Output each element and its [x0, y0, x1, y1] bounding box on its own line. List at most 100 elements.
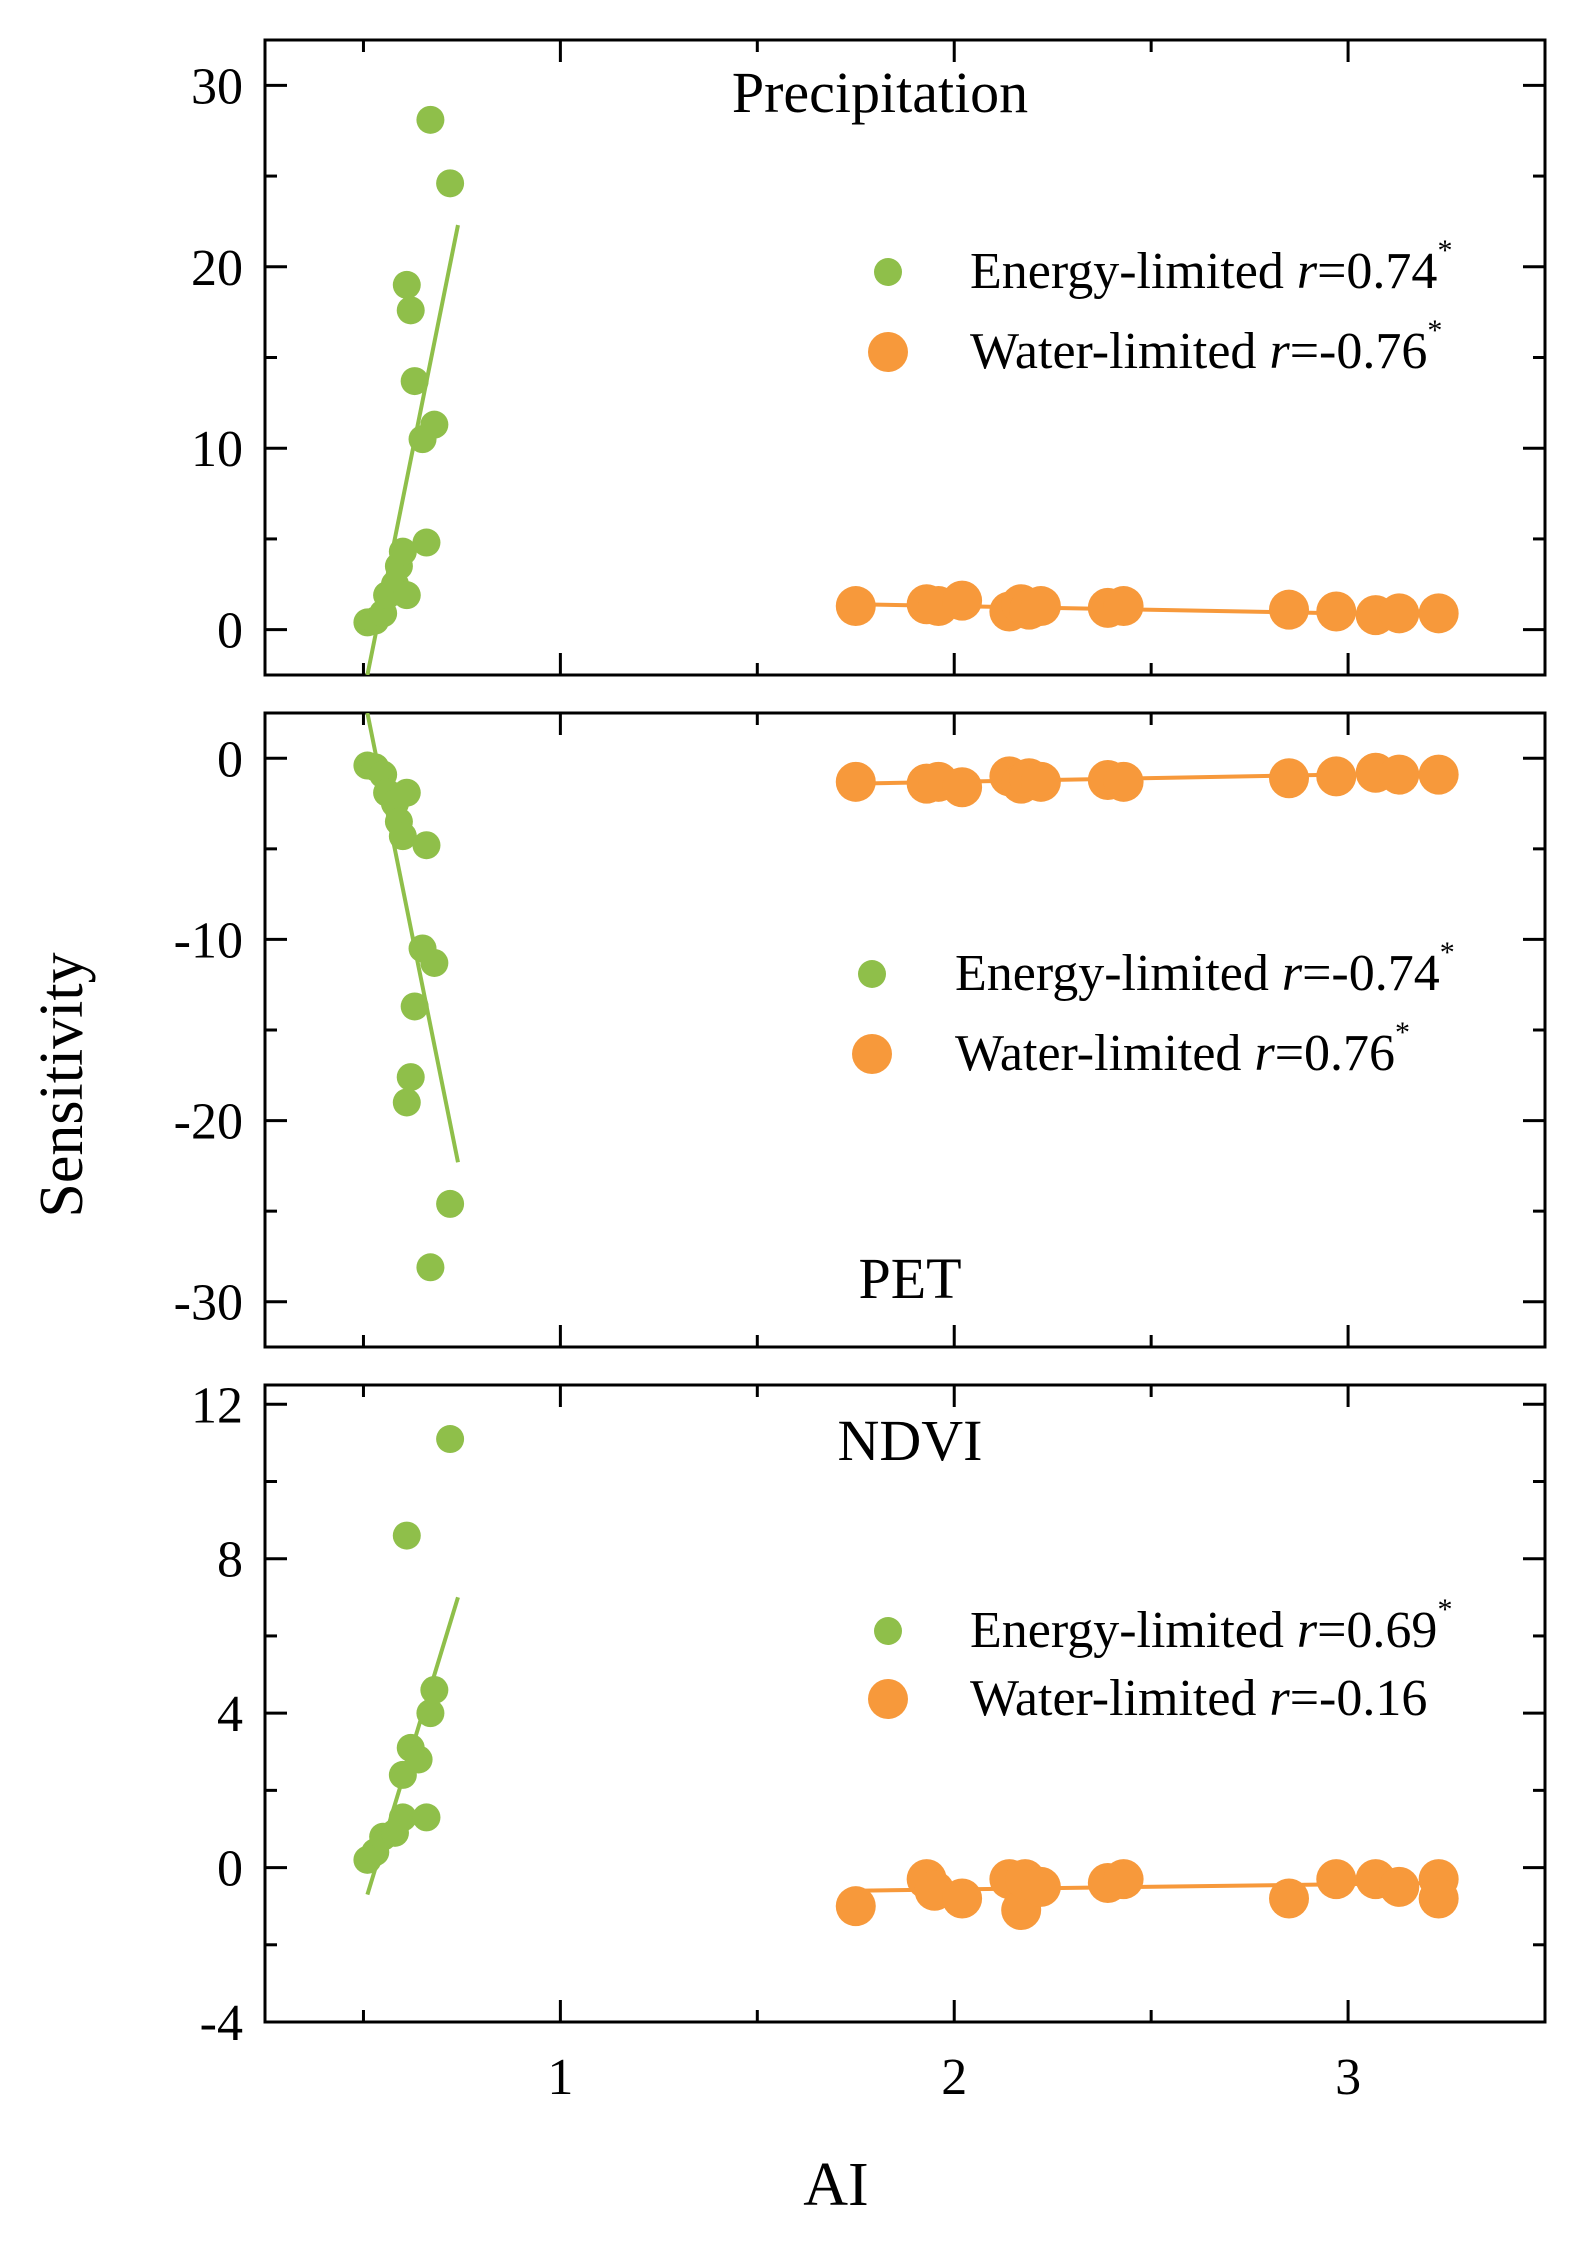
energy-point	[436, 1189, 465, 1218]
energy-point	[392, 581, 421, 610]
water-point	[1316, 1859, 1357, 1900]
panel-title: PET	[858, 1246, 961, 1311]
energy-point	[420, 948, 449, 977]
water-point	[1379, 754, 1420, 795]
legend-label: Energy-limited	[970, 243, 1297, 300]
legend-label: Water-limited	[970, 1670, 1269, 1727]
water-point	[942, 767, 983, 808]
y-tick-label: -10	[174, 912, 243, 969]
water-point	[1418, 1878, 1459, 1919]
water-point	[1269, 1878, 1309, 1919]
water-point	[1020, 1866, 1061, 1907]
energy-point	[436, 169, 465, 198]
energy-point	[412, 1803, 441, 1832]
energy-point	[400, 992, 429, 1021]
y-tick-label: 0	[217, 1841, 243, 1898]
energy-point	[436, 1425, 465, 1454]
legend-significance: *	[1440, 936, 1455, 969]
water-legend-marker	[868, 1679, 908, 1719]
energy-point	[412, 528, 441, 557]
energy-point	[392, 1088, 421, 1117]
legend-r: r	[1269, 323, 1290, 380]
y-tick-label: 0	[217, 731, 243, 788]
y-tick-label: 8	[217, 1532, 243, 1589]
legend-label: Water-limited	[970, 323, 1269, 380]
x-axis-title: AI	[803, 2151, 868, 2219]
legend-value: =-0.16	[1290, 1670, 1428, 1727]
y-tick-label: -30	[174, 1275, 243, 1332]
water-point	[1379, 1866, 1420, 1907]
energy-point	[396, 1063, 425, 1092]
water-point	[1316, 591, 1357, 632]
water-point	[835, 586, 876, 627]
legend-r: r	[1269, 1670, 1290, 1727]
water-point	[1020, 586, 1061, 627]
legend-value: =0.69	[1317, 1602, 1437, 1659]
plot-area	[353, 105, 1459, 675]
water-point	[1103, 586, 1144, 627]
y-tick-label: -4	[200, 1995, 243, 2052]
water-point	[1269, 758, 1309, 799]
energy-point	[416, 1699, 445, 1728]
legend-label: Energy-limited	[970, 1602, 1297, 1659]
legend-label: Energy-limited	[955, 945, 1282, 1002]
plot-area	[353, 1425, 1459, 1931]
energy-point	[404, 1745, 433, 1774]
energy-point	[392, 270, 421, 299]
water-point	[835, 761, 876, 802]
energy-point	[392, 1521, 421, 1550]
energy-point	[388, 537, 417, 566]
water-point	[1103, 1859, 1144, 1900]
legend-value: =-0.76	[1290, 323, 1428, 380]
legend-entry: Energy-limited r=-0.74*	[955, 936, 1455, 1002]
water-legend-marker	[852, 1034, 892, 1074]
water-legend-marker	[868, 332, 908, 372]
legend-value: =0.76	[1275, 1025, 1395, 1082]
water-point	[1379, 593, 1420, 634]
legend-r: r	[1297, 1602, 1318, 1659]
y-tick-label: 30	[191, 58, 243, 115]
x-tick-label: 2	[941, 2049, 967, 2106]
legend-entry: Water-limited r=-0.76*	[970, 314, 1442, 380]
plot-area	[353, 713, 1459, 1282]
energy-legend-marker	[858, 960, 886, 988]
energy-point	[416, 1253, 445, 1282]
legend-r: r	[1282, 945, 1303, 1002]
energy-point	[416, 105, 445, 134]
y-tick-label: 0	[217, 603, 243, 660]
water-point	[1103, 761, 1144, 802]
legend-significance: *	[1437, 234, 1452, 267]
water-point	[1020, 761, 1061, 802]
plot-frame	[263, 1383, 1547, 2024]
y-tick-label: 10	[191, 421, 243, 478]
panel-title: Precipitation	[732, 60, 1028, 125]
water-point	[942, 580, 983, 621]
x-tick-label: 3	[1335, 2049, 1361, 2106]
legend-r: r	[1254, 1025, 1275, 1082]
water-point	[942, 1878, 983, 1919]
water-point	[1418, 754, 1459, 795]
energy-point	[392, 778, 421, 807]
y-axis-title: Sensitivity	[28, 952, 96, 1217]
x-tick-label: 1	[547, 2049, 573, 2106]
legend-significance: *	[1427, 314, 1442, 347]
energy-point	[388, 822, 417, 851]
energy-point	[400, 367, 429, 396]
legend-entry: Water-limited r=0.76*	[955, 1016, 1410, 1082]
legend-value: =-0.74	[1302, 945, 1440, 1002]
legend-value: =0.74	[1317, 243, 1437, 300]
water-point	[1269, 589, 1309, 630]
water-point	[1316, 756, 1357, 797]
energy-legend-marker	[874, 258, 902, 286]
energy-point	[396, 296, 425, 325]
legend-significance: *	[1437, 1593, 1452, 1626]
legend-entry: Energy-limited r=0.74*	[970, 234, 1452, 300]
water-point	[1418, 593, 1459, 634]
legend-significance: *	[1395, 1016, 1410, 1049]
energy-point	[412, 831, 441, 860]
